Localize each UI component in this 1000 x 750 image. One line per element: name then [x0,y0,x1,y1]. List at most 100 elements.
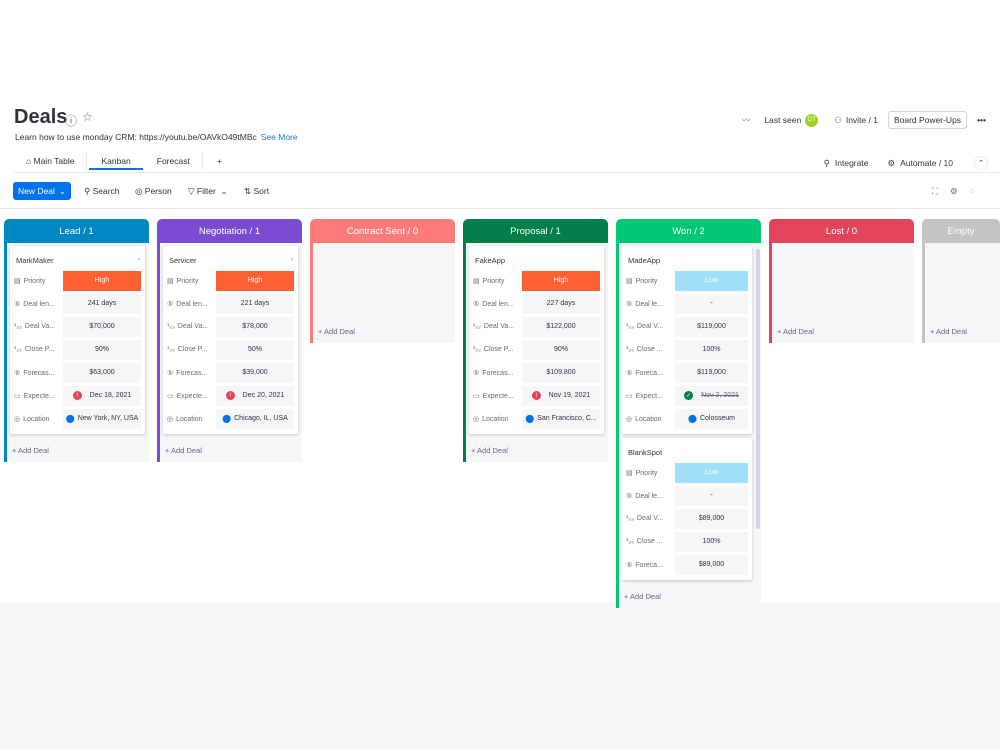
field-type-icon: ¹₂₃ [626,515,634,522]
field-value[interactable]: ⬤ Colosseum [675,408,748,429]
star-icon[interactable]: ☆ [82,110,93,124]
field-value[interactable]: $119,000 [675,316,748,337]
field-value[interactable]: $119,000 [675,362,748,383]
field-label: Location [23,415,50,423]
field-value[interactable]: - [675,293,748,314]
chat-icon[interactable]: ◌ [969,186,975,196]
person-filter-button[interactable]: ◎ Person [135,182,172,200]
column-header[interactable]: Proposal / 1 [463,219,608,243]
tab-main-table[interactable]: ⌂ Main Table [14,152,88,170]
integrate-button[interactable]: Integrate [834,158,869,168]
field-value[interactable]: ! Dec 20, 2021 [216,385,294,406]
field-value[interactable]: $122,000 [522,316,600,337]
field-value[interactable]: $78,000 [216,316,294,337]
field-value[interactable]: 90% [63,339,141,360]
field-value[interactable]: Low [675,270,748,291]
field-type-icon: ¹₂₃ [14,323,22,330]
field-value[interactable]: 90% [522,339,600,360]
field-label: Location [482,415,509,423]
location-pin-icon: ⬤ [525,414,535,423]
add-deal-button[interactable]: + Add Deal [471,445,508,455]
field-value[interactable]: $89,000 [675,554,748,575]
see-more-link[interactable]: See More [260,132,298,142]
field-value[interactable]: 100% [675,531,748,552]
field-value[interactable]: Low [675,462,748,483]
field-value[interactable]: High [522,270,600,291]
deal-name[interactable]: Servicer [169,255,197,265]
last-seen[interactable]: Last seen [764,115,802,125]
info-icon[interactable]: ⓘ [65,114,78,128]
add-deal-button[interactable]: + Add Deal [165,445,202,455]
new-deal-button[interactable]: New Deal ⌄ [13,182,71,200]
automate-button[interactable]: Automate / 10 [900,158,953,168]
deal-name[interactable]: MadeApp [628,255,661,265]
column-header[interactable]: Contract Sent / 0 [310,219,455,243]
add-deal-button[interactable]: + Add Deal [624,591,661,601]
chevron-down-icon[interactable]: ⌄ [215,185,228,196]
column-header[interactable]: Lead / 1 [4,219,149,243]
scrollbar[interactable] [756,249,760,529]
field-value[interactable]: $70,000 [63,316,141,337]
deal-card[interactable]: BlankSpot ▤ Priority Low ⑤ Deal le... - ¹₂₃ Deal… [622,438,752,580]
field-value[interactable]: ⬤ New York, NY, USA [63,408,141,429]
more-menu-icon[interactable]: ••• [977,115,986,125]
collapse-icon[interactable]: ⌃ [974,156,988,170]
field-value[interactable]: 221 days [216,293,294,314]
field-value[interactable]: 227 days [522,293,600,314]
field-value-text: $109,800 [546,369,576,376]
activity-icon[interactable]: 〰 [741,115,751,125]
add-deal-button[interactable]: + Add Deal [930,326,967,336]
deal-card[interactable]: MarkMaker ◔ ▤ Priority High ⑤ Deal len... 241 d… [10,246,145,434]
field-value[interactable]: $89,000 [675,508,748,529]
location-pin-icon: ⬤ [65,414,75,423]
field-value[interactable]: ! Dec 18, 2021 [63,385,141,406]
updates-icon[interactable]: ◔ [287,254,294,266]
add-deal-button[interactable]: + Add Deal [318,326,355,336]
person-icon: ◎ [135,185,145,196]
column-header[interactable]: Empty [922,219,1000,243]
field-value[interactable]: High [216,270,294,291]
field-row: ▭ Expecte...! Nov 19, 2021 [473,385,600,406]
field-value[interactable]: 50% [216,339,294,360]
sort-button[interactable]: ⇅ Sort [244,182,269,200]
field-value[interactable]: ⬤ San Francisco, C... [522,408,600,429]
add-view-button[interactable]: + [216,156,222,166]
deal-name[interactable]: FakeApp [475,255,506,265]
field-label: Foreca... [635,561,663,569]
invite-button[interactable]: Invite / 1 [845,115,878,125]
settings-icon[interactable]: ⚙ [949,185,958,196]
add-deal-button[interactable]: + Add Deal [777,326,814,336]
field-value[interactable]: ⬤ Chicago, IL, USA [216,408,294,429]
field-value[interactable]: - [675,485,748,506]
field-value-text: Nov 2, 2021 [701,392,739,399]
field-value[interactable]: 100% [675,339,748,360]
field-value[interactable]: ✓ Nov 2, 2021 [675,385,748,406]
field-value[interactable]: High [63,270,141,291]
tab-kanban[interactable]: Kanban [89,152,143,170]
field-value[interactable]: ! Nov 19, 2021 [522,385,600,406]
automate-icon: ⚙ [887,157,896,168]
chevron-down-icon[interactable]: ⌄ [58,185,66,196]
field-value[interactable]: $39,000 [216,362,294,383]
deal-name[interactable]: BlankSpot [628,447,663,457]
board-power-ups-button[interactable]: Board Power-Ups [887,111,968,129]
fullscreen-icon[interactable]: ⛶ [932,185,938,196]
field-value-text: $78,000 [242,323,268,330]
tab-forecast[interactable]: Forecast [145,152,203,170]
field-value[interactable]: 241 days [63,293,141,314]
updates-icon[interactable]: ◔ [134,254,141,266]
field-label: Priority [635,277,658,285]
deal-card[interactable]: MadeApp ▤ Priority Low ⑤ Deal le... - ¹₂₃ Deal V… [622,246,752,434]
field-value[interactable]: $63,000 [63,362,141,383]
column-header[interactable]: Lost / 0 [769,219,914,243]
column-header[interactable]: Negotiation / 1 [157,219,302,243]
deal-name[interactable]: MarkMaker [16,255,54,265]
field-value[interactable]: $109,800 [522,362,600,383]
deal-card[interactable]: Servicer ◔ ▤ Priority High ⑤ Deal len... 221 da… [163,246,298,434]
search-button[interactable]: ⚲ Search [84,182,120,200]
add-deal-button[interactable]: + Add Deal [12,445,49,455]
filter-button[interactable]: ▽ Filter ⌄ [188,182,228,200]
deal-card[interactable]: FakeApp ▤ Priority High ⑤ Deal len... 227 days… [469,246,604,434]
avatar[interactable]: OT [805,113,819,127]
column-header[interactable]: Won / 2 [616,219,761,243]
